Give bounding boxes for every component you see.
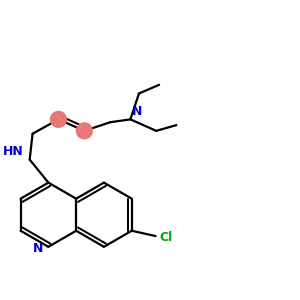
Circle shape: [76, 122, 93, 140]
Circle shape: [50, 111, 67, 128]
Text: N: N: [132, 105, 142, 118]
Text: N: N: [33, 242, 43, 255]
Text: HN: HN: [3, 145, 24, 158]
Text: Cl: Cl: [160, 231, 173, 244]
